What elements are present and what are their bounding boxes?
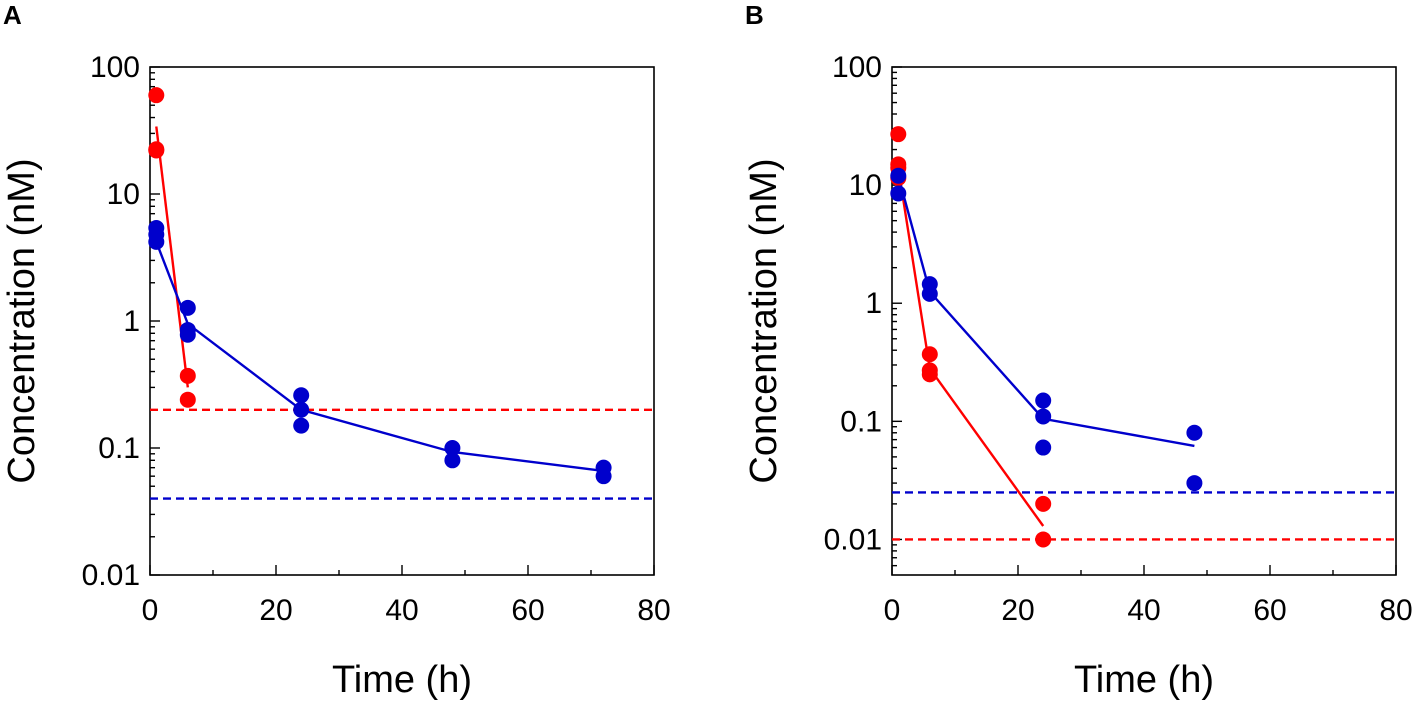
panel-b-point-blue-4 <box>1035 392 1052 409</box>
panel-b-x-tick-label-1: 20 <box>1001 594 1034 627</box>
panel-b-point-blue-6 <box>1035 439 1052 456</box>
panel-a-point-blue-5 <box>179 326 196 343</box>
panel-b-y-tick-label-2: 1 <box>865 287 882 320</box>
panel-a-point-blue-12 <box>595 468 612 485</box>
panel-b-point-blue-1 <box>890 185 907 202</box>
panel-a-point-blue-8 <box>293 417 310 434</box>
panel-b-plot-frame <box>891 66 1397 576</box>
panel-b-y-tick-label-0: 0.01 <box>824 523 882 556</box>
panel-a-x-tick-label-0: 0 <box>142 594 159 627</box>
panel-a-point-blue-7 <box>293 401 310 418</box>
panel-a-y-tick-label-2: 1 <box>123 305 140 338</box>
panel-b-fit-line-blue <box>897 175 1195 448</box>
panel-a-fit-line-red <box>155 126 189 388</box>
panel-b-x-tick-label-3: 60 <box>1253 594 1286 627</box>
panel-a-point-red-4 <box>179 391 196 408</box>
panel-a-x-tick-label-1: 20 <box>259 594 292 627</box>
panel-a-x-tick-label-2: 40 <box>385 594 418 627</box>
panel-b-point-blue-3 <box>921 285 938 302</box>
panel-b-point-red-6 <box>921 366 938 383</box>
panel-a-y-tick-label-4: 100 <box>90 51 140 84</box>
panel-b-point-blue-5 <box>1035 408 1052 425</box>
panel-b-y-tick-label-1: 0.1 <box>840 405 882 438</box>
panel-b-y-tick-label-4: 100 <box>832 51 882 84</box>
panel-a-point-blue-2 <box>148 233 165 250</box>
panel-b-y-tick-label-3: 10 <box>849 169 882 202</box>
panel-b-point-blue-8 <box>1186 475 1203 492</box>
panel-b-y-axis-label: Concentration (nM) <box>743 158 785 483</box>
panel-a-y-tick-label-3: 10 <box>107 178 140 211</box>
panel-b-x-tick-label-2: 40 <box>1127 594 1160 627</box>
panel-a-x-axis-label: Time (h) <box>332 659 472 701</box>
panel-a-point-red-3 <box>179 367 196 384</box>
panel-b-point-red-8 <box>1035 531 1052 548</box>
panel-a-y-tick-label-1: 0.1 <box>98 432 140 465</box>
panel-a-y-tick-label-0: 0.01 <box>82 559 140 592</box>
panel-b-point-blue-7 <box>1186 424 1203 441</box>
panel-a-point-red-0 <box>148 87 165 104</box>
panel-a-point-blue-3 <box>179 299 196 316</box>
panel-a-x-tick-label-3: 60 <box>511 594 544 627</box>
plot-panel-a: 0.01 0.1 1 10 100 0 20 40 60 80 Time (h) Concentrat… <box>1 51 671 701</box>
panel-b-point-red-0 <box>890 126 907 143</box>
panel-b-point-red-4 <box>921 346 938 363</box>
panel-a-point-blue-9 <box>444 440 461 456</box>
panel-b-x-axis-label: Time (h) <box>1074 659 1214 701</box>
panel-a-point-blue-6 <box>293 387 310 404</box>
panel-letter-a: A <box>3 0 22 30</box>
panel-b-x-tick-label-4: 80 <box>1379 594 1412 627</box>
panel-b-point-blue-0 <box>890 167 907 184</box>
panel-b-point-red-7 <box>1035 495 1052 512</box>
panel-letter-b: B <box>745 0 764 30</box>
panel-b-x-tick-label-0: 0 <box>884 594 901 627</box>
plot-panel-b: 0.01 0.1 1 10 100 0 20 40 60 80 Time (h) Concentrat… <box>743 51 1413 701</box>
panel-a-y-axis-label: Concentration (nM) <box>1 158 43 483</box>
panel-a-x-tick-label-4: 80 <box>637 594 670 627</box>
panel-b-fit-line-red <box>897 167 1045 527</box>
panel-a-point-blue-10 <box>444 452 461 469</box>
panel-a-fit-line-blue <box>155 241 604 473</box>
panel-a-point-red-2 <box>148 142 165 159</box>
